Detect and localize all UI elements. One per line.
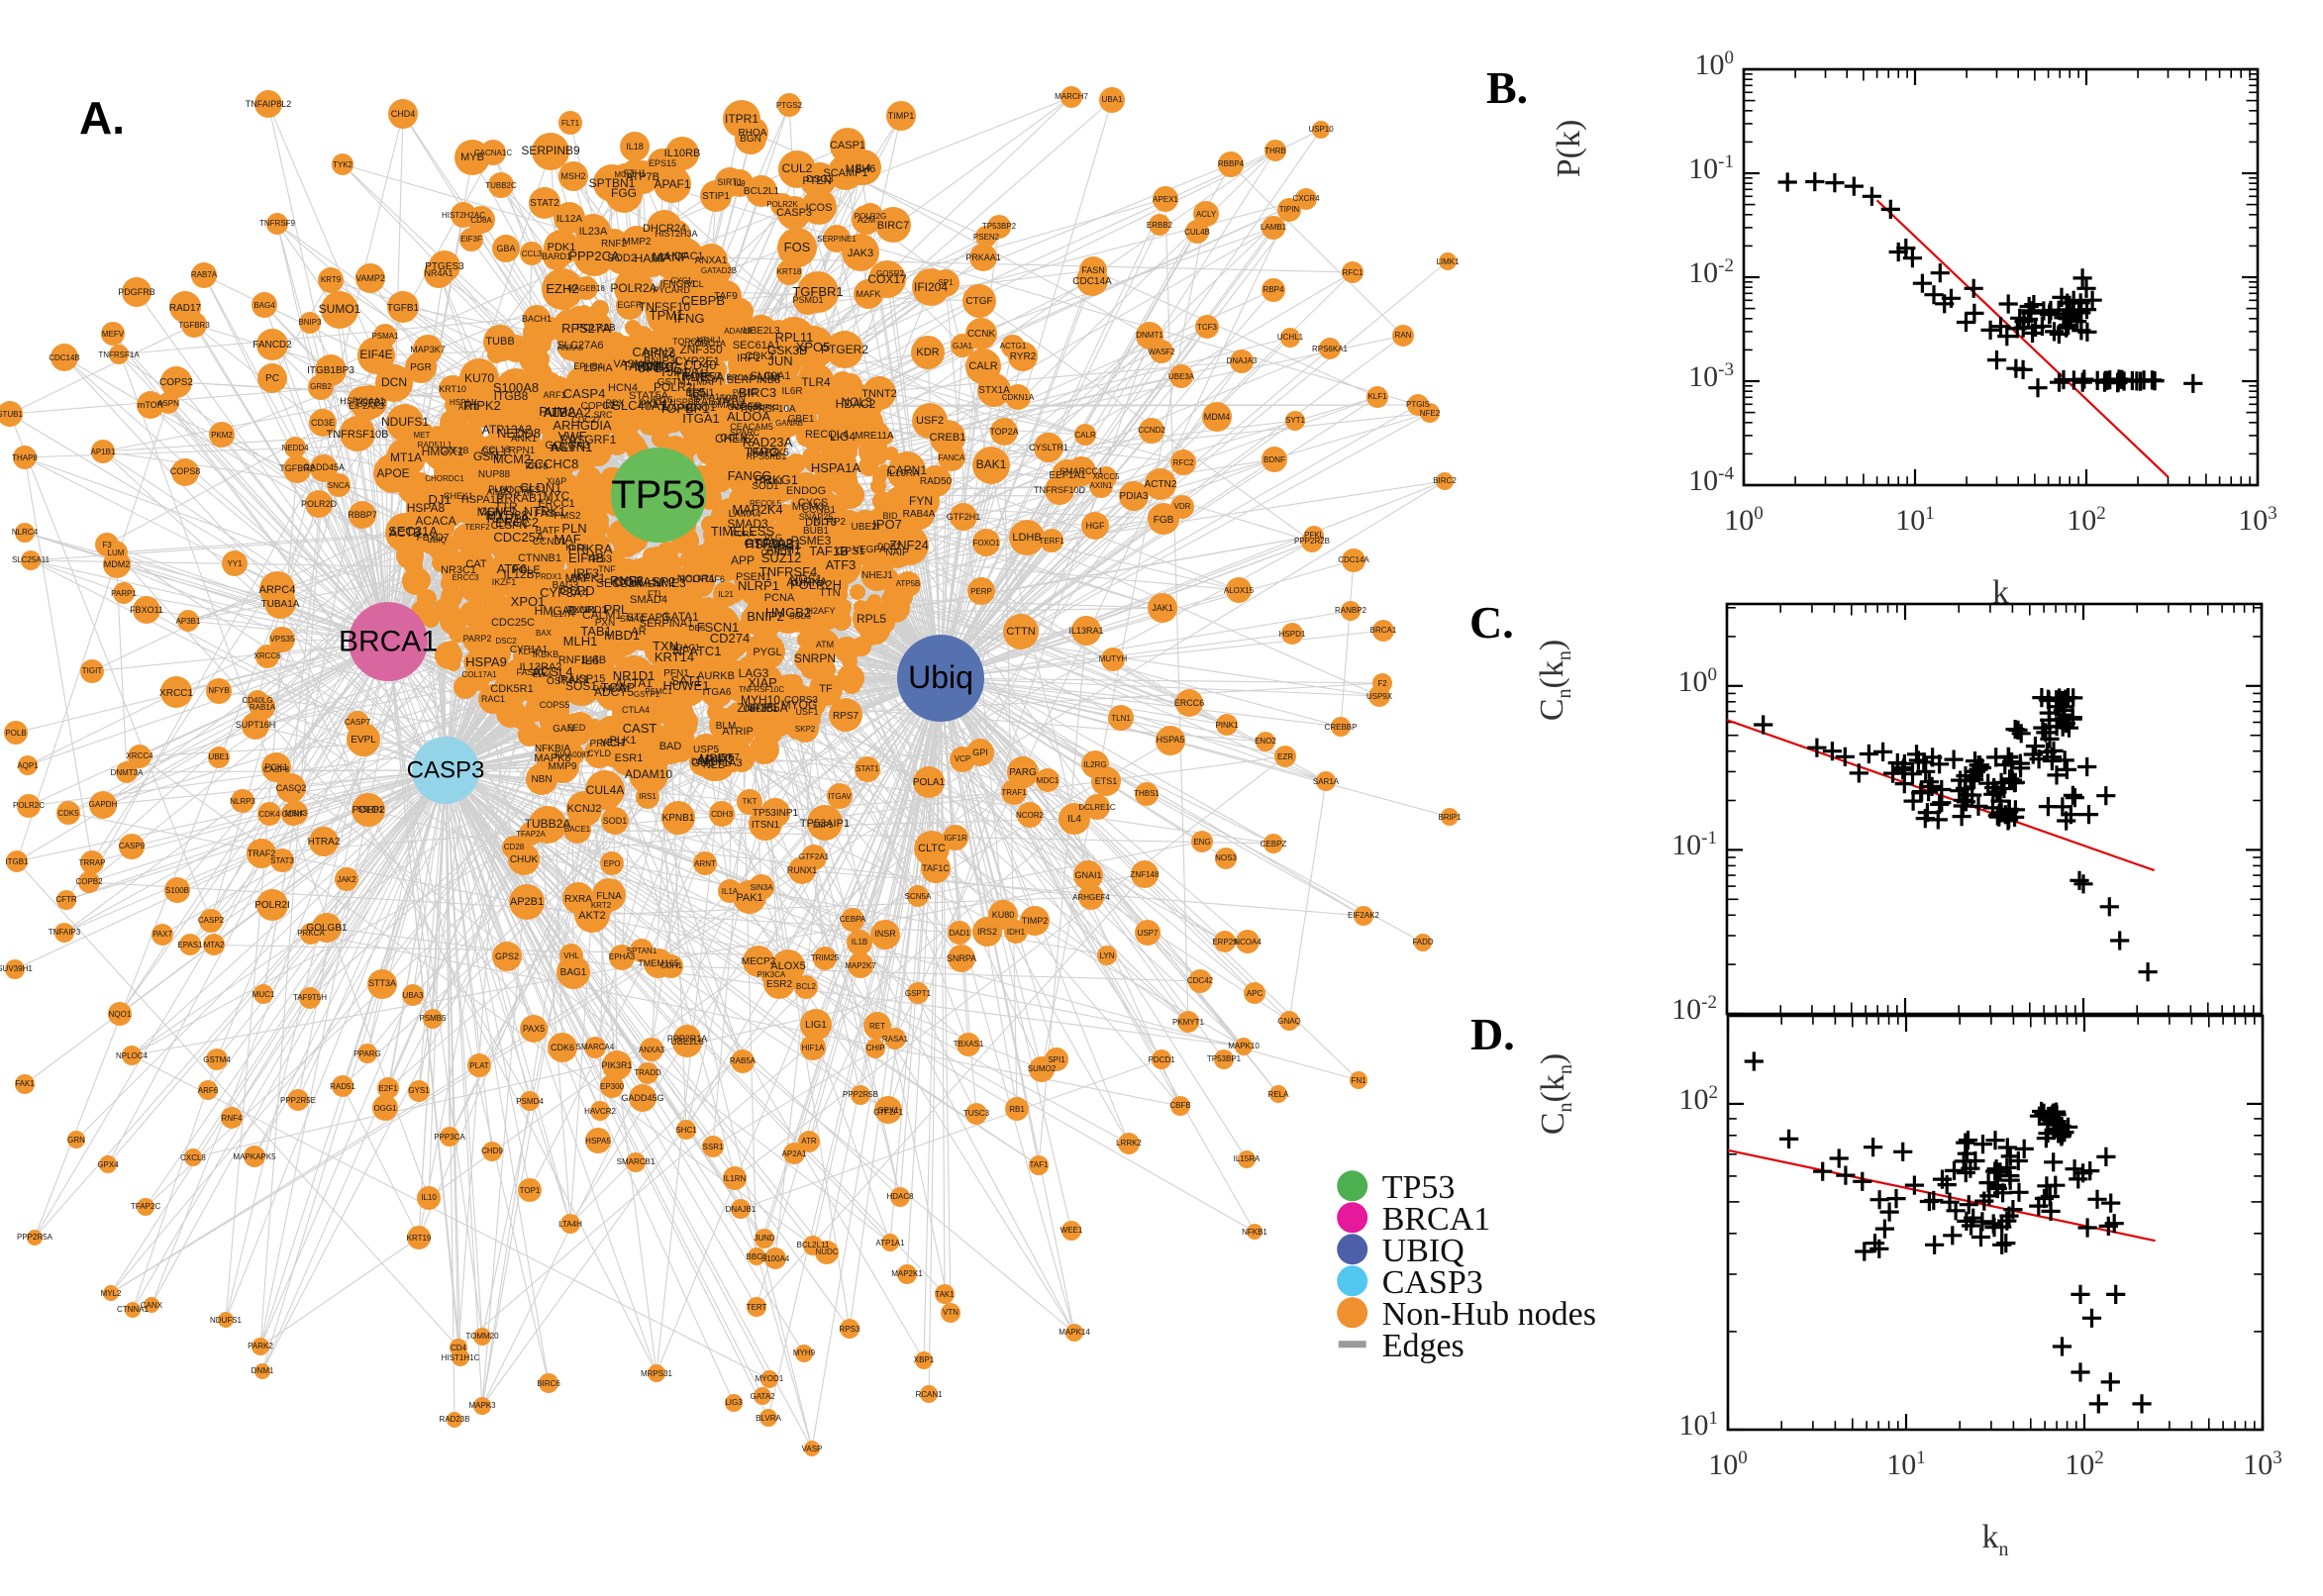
- svg-text:Edges: Edges: [1382, 1328, 1464, 1364]
